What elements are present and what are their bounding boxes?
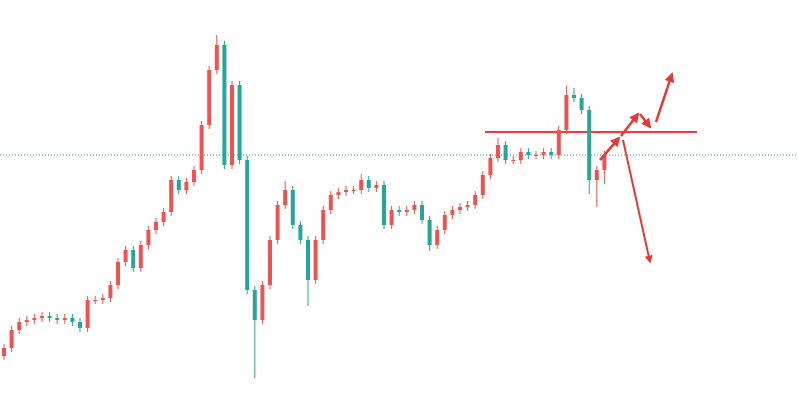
candle-body [534, 155, 538, 156]
candle-body [503, 145, 508, 160]
candle-body [313, 240, 318, 280]
candle-body [62, 318, 67, 320]
candle-body [32, 318, 37, 320]
candle-body [169, 180, 174, 212]
candle-body [290, 190, 295, 225]
candle-body [55, 318, 60, 320]
arrow [620, 112, 640, 137]
candle-body [556, 130, 561, 155]
candle-body [549, 152, 554, 155]
candle-body [526, 152, 531, 155]
candle-body [161, 212, 166, 222]
candle-body [100, 298, 105, 300]
candle-body [511, 160, 516, 161]
candle-body [465, 205, 470, 207]
candle-body [283, 190, 288, 205]
candle-body [602, 155, 607, 170]
candle-body [306, 240, 310, 280]
candle-body [116, 262, 120, 285]
candle-body [245, 160, 250, 290]
candle-body [366, 180, 371, 188]
candle-body [382, 185, 386, 225]
candle-body [587, 110, 592, 180]
candle-body [268, 240, 272, 285]
candle-body [496, 145, 500, 158]
candle-body [374, 185, 379, 188]
candle-body [93, 300, 98, 301]
candle-body [541, 152, 546, 155]
candle-body [450, 210, 455, 215]
candle-body [518, 152, 523, 160]
candle-body [184, 182, 189, 190]
candle-body [154, 222, 158, 230]
arrow [639, 113, 652, 129]
candle-body [2, 348, 6, 356]
candle-body [17, 322, 22, 330]
candle-body [146, 230, 151, 245]
candle-body [351, 190, 356, 191]
candle-body [108, 285, 113, 298]
candle-body [123, 250, 128, 262]
candle-body [222, 45, 227, 165]
candle-body [412, 205, 417, 210]
candle-body [24, 320, 29, 322]
arrow [622, 139, 653, 264]
candle-body [488, 158, 493, 175]
candle-body [480, 175, 485, 195]
arrow [599, 136, 621, 161]
candle-body [199, 125, 204, 170]
candle-body [230, 85, 234, 165]
prediction-arrows [599, 72, 675, 264]
candle-body [579, 98, 584, 110]
candle-body [336, 192, 341, 195]
candle-body [9, 330, 14, 348]
candle-body [138, 245, 143, 268]
candle-body [564, 95, 569, 130]
candle-body [207, 70, 212, 125]
candle-body [321, 210, 326, 240]
candle-body [435, 230, 440, 245]
candle-body [473, 195, 478, 205]
candle-body [275, 205, 280, 240]
candle-body [176, 180, 181, 190]
candle-body [404, 210, 409, 212]
candle-body [389, 210, 394, 225]
candle-body [442, 215, 447, 230]
candle-body [328, 195, 333, 210]
candle-body [427, 220, 432, 245]
candle-body [237, 85, 242, 160]
candle-body [214, 45, 219, 70]
candle-body [420, 205, 424, 220]
candle-body [397, 210, 402, 212]
candle-body [252, 290, 257, 320]
candle-body [260, 285, 265, 320]
candle-body [344, 190, 348, 192]
candle-body [78, 322, 82, 328]
arrow [654, 72, 675, 123]
candle-body [359, 180, 364, 190]
candle-body [458, 207, 462, 210]
candle-body [594, 170, 599, 180]
candle-body [47, 316, 52, 318]
candle-body [298, 225, 303, 240]
candle-body [131, 250, 136, 268]
candle-body [192, 170, 196, 182]
candle-body [85, 300, 90, 328]
candle-body [70, 318, 75, 322]
candle-body [572, 95, 576, 98]
candle-body [40, 316, 44, 318]
